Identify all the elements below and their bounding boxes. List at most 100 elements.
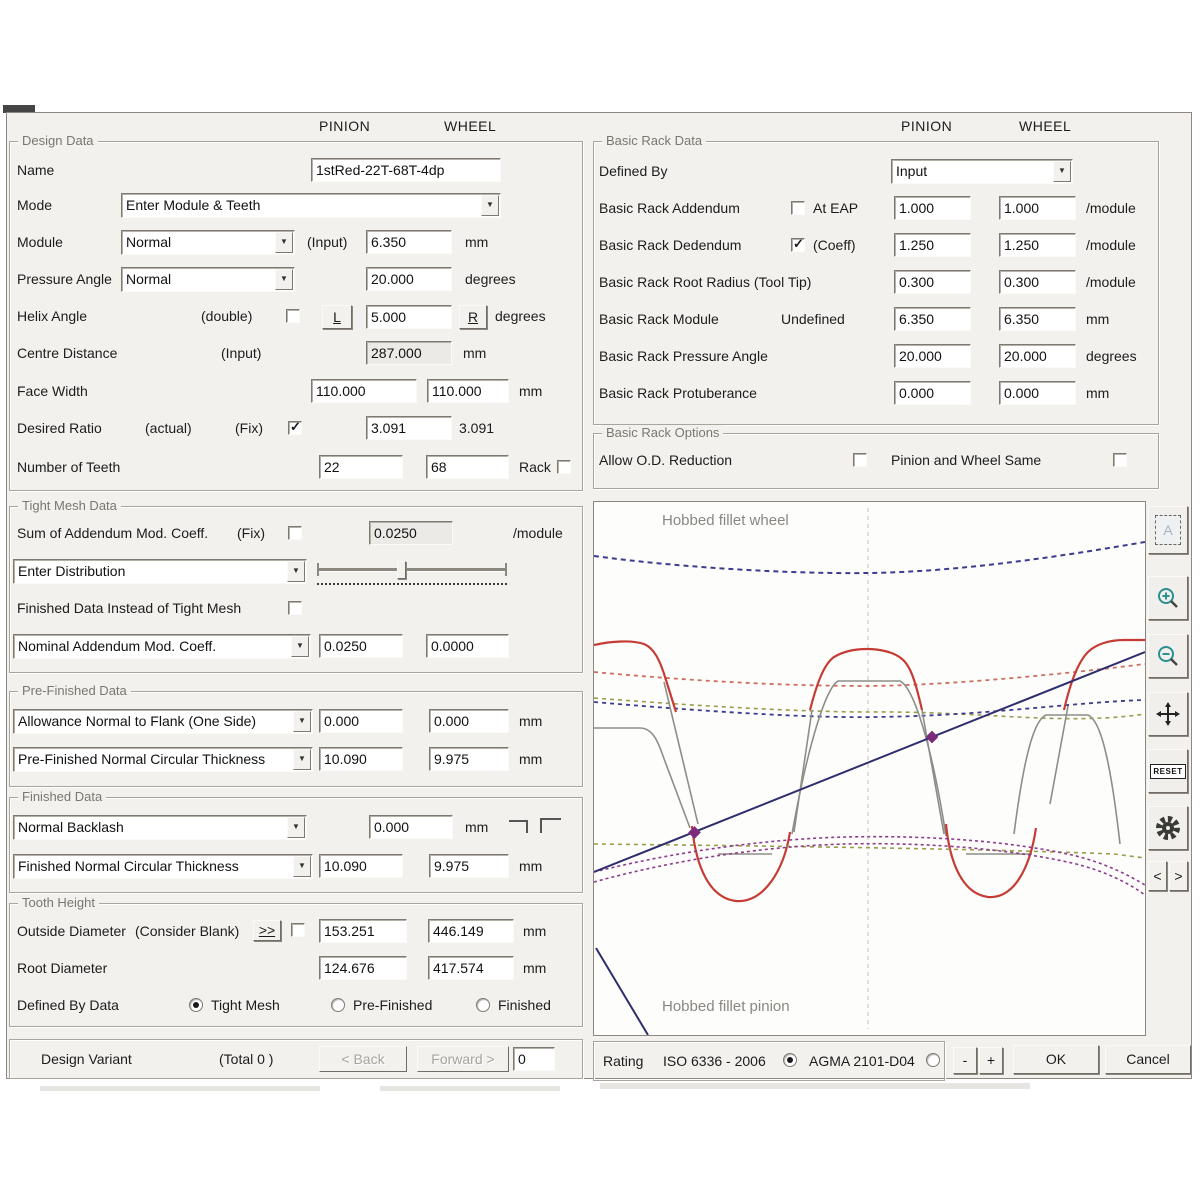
pre-finished-thickness-select[interactable]: Pre-Finished Normal Circular Thickness	[13, 747, 313, 772]
pre-finished-thickness-pinion-input[interactable]: 10.090	[319, 747, 403, 771]
chevron-down-icon[interactable]	[293, 856, 311, 877]
pressure-angle-select[interactable]: Normal	[121, 267, 295, 292]
gear-view-button[interactable]	[1148, 806, 1188, 850]
design-variant-input[interactable]: 0	[513, 1047, 555, 1071]
back-button[interactable]: < Back	[319, 1046, 407, 1072]
slider-thumb[interactable]	[396, 561, 406, 579]
backlash-input[interactable]: 0.000	[369, 815, 453, 839]
pinion-wheel-same-checkbox[interactable]	[1113, 453, 1127, 467]
sum-addendum-input[interactable]: 0.0250	[369, 521, 453, 545]
rack-module-pinion-input[interactable]: 6.350	[894, 307, 971, 331]
pre-finished-radio[interactable]	[331, 998, 345, 1012]
pinion-root-fillet-left	[690, 825, 792, 903]
chevron-down-icon[interactable]	[291, 636, 309, 657]
outside-diameter-wheel-input[interactable]: 446.149	[428, 919, 514, 943]
coeff-checkbox[interactable]	[791, 236, 805, 252]
finished-thickness-select[interactable]: Finished Normal Circular Thickness	[13, 854, 313, 879]
at-eap-checkbox[interactable]	[791, 201, 805, 215]
chevron-down-icon[interactable]	[293, 711, 311, 732]
plus-button[interactable]: +	[979, 1047, 1003, 1074]
root-diameter-wheel-input[interactable]: 417.574	[428, 956, 514, 980]
rack-addendum-pinion-input[interactable]: 1.000	[894, 196, 971, 220]
rack-root-radius-pinion-input[interactable]: 0.300	[894, 270, 971, 294]
rack-pressure-angle-wheel-input[interactable]: 20.000	[999, 344, 1076, 368]
chevron-down-icon[interactable]	[275, 232, 293, 253]
zoom-window-icon: A	[1155, 515, 1181, 545]
module-select[interactable]: Normal	[121, 230, 295, 255]
helix-left-button[interactable]: L	[322, 305, 352, 329]
nominal-addendum-pinion-input[interactable]: 0.0250	[319, 634, 403, 658]
agma-rating-radio[interactable]	[926, 1053, 940, 1067]
ok-button[interactable]: OK	[1013, 1045, 1099, 1074]
zoom-window-button[interactable]: A	[1148, 506, 1188, 554]
finished-radio[interactable]	[476, 998, 490, 1012]
tight-mesh-radio[interactable]	[189, 998, 203, 1012]
allowance-pinion-input[interactable]: 0.000	[319, 709, 403, 733]
finished-instead-checkbox[interactable]	[288, 601, 302, 615]
pressure-angle-input[interactable]: 20.000	[366, 267, 452, 291]
rack-root-radius-wheel-input[interactable]: 0.300	[999, 270, 1076, 294]
reset-view-button[interactable]: RESET	[1148, 749, 1188, 793]
desired-ratio-input[interactable]: 3.091	[366, 416, 452, 440]
rack-addendum-wheel-input[interactable]: 1.000	[999, 196, 1076, 220]
nominal-addendum-select[interactable]: Nominal Addendum Mod. Coeff.	[13, 634, 311, 659]
distribution-slider[interactable]	[317, 560, 507, 580]
cancel-button[interactable]: Cancel	[1105, 1045, 1191, 1074]
chevron-down-icon[interactable]	[293, 749, 311, 770]
allow-od-reduction-checkbox[interactable]	[853, 453, 867, 467]
pinion-reference-circle	[593, 699, 1146, 719]
face-width-unit: mm	[519, 383, 543, 399]
basic-rack-options-title: Basic Rack Options	[602, 425, 724, 440]
defined-by-data-label: Defined By Data	[17, 997, 119, 1013]
sum-addendum-fix-checkbox[interactable]	[288, 526, 302, 540]
rack-protuberance-pinion-input[interactable]: 0.000	[894, 381, 971, 405]
chevron-down-icon[interactable]	[287, 817, 305, 838]
minus-button[interactable]: -	[953, 1047, 977, 1074]
outside-diameter-expand-button[interactable]: >>	[253, 920, 281, 941]
allowance-wheel-input[interactable]: 0.000	[429, 709, 509, 733]
helix-angle-input[interactable]: 5.000	[366, 305, 452, 329]
root-diameter-pinion-input[interactable]: 124.676	[319, 956, 407, 980]
rack-dedendum-pinion-input[interactable]: 1.250	[894, 233, 971, 257]
chevron-down-icon[interactable]	[481, 195, 499, 216]
helix-right-button[interactable]: R	[459, 305, 487, 329]
outside-diameter-pinion-input[interactable]: 153.251	[319, 919, 407, 943]
teeth-wheel-input[interactable]: 68	[426, 455, 509, 479]
backlash-select[interactable]: Normal Backlash	[13, 815, 307, 840]
face-width-pinion-input[interactable]: 110.000	[311, 379, 417, 403]
face-width-wheel-input[interactable]: 110.000	[427, 379, 509, 403]
allowance-select[interactable]: Allowance Normal to Flank (One Side)	[13, 709, 313, 734]
rack-pressure-angle-pinion-input[interactable]: 20.000	[894, 344, 971, 368]
finished-thickness-pinion-input[interactable]: 10.090	[319, 854, 403, 878]
finished-thickness-wheel-input[interactable]: 9.975	[429, 854, 509, 878]
ghost-artifact	[380, 1086, 560, 1091]
module-input[interactable]: 6.350	[366, 230, 452, 254]
outside-diameter-label: Outside Diameter	[17, 923, 126, 939]
next-view-button[interactable]: >	[1169, 861, 1188, 891]
zoom-out-button[interactable]	[1148, 634, 1188, 678]
pan-button[interactable]	[1148, 692, 1188, 736]
defined-by-select[interactable]: Input	[891, 159, 1073, 184]
centre-distance-input[interactable]: 287.000	[366, 341, 452, 365]
pre-finished-thickness-wheel-input[interactable]: 9.975	[429, 747, 509, 771]
ratio-fix-checkbox[interactable]	[288, 419, 302, 435]
prev-view-button[interactable]: <	[1148, 861, 1167, 891]
rack-dedendum-wheel-input[interactable]: 1.250	[999, 233, 1076, 257]
chevron-down-icon[interactable]	[287, 561, 305, 582]
mode-select[interactable]: Enter Module & Teeth	[121, 193, 501, 218]
chevron-down-icon[interactable]	[1053, 161, 1071, 182]
outside-diameter-checkbox[interactable]	[291, 923, 305, 937]
forward-button[interactable]: Forward >	[417, 1046, 509, 1072]
rack-module-wheel-input[interactable]: 6.350	[999, 307, 1076, 331]
rack-checkbox[interactable]	[557, 460, 571, 474]
rack-protuberance-wheel-input[interactable]: 0.000	[999, 381, 1076, 405]
iso-rating-radio[interactable]	[783, 1053, 797, 1067]
name-input[interactable]: 1stRed-22T-68T-4dp	[311, 158, 501, 182]
nominal-addendum-wheel-input[interactable]: 0.0000	[426, 634, 509, 658]
chevron-down-icon[interactable]	[275, 269, 293, 290]
helix-double-checkbox[interactable]	[286, 309, 300, 323]
distribution-select[interactable]: Enter Distribution	[13, 559, 307, 584]
zoom-in-button[interactable]	[1148, 576, 1188, 620]
teeth-pinion-input[interactable]: 22	[319, 455, 403, 479]
tooth-profile-view[interactable]: Hobbed fillet wheel Hobbed fillet pinion	[593, 501, 1146, 1036]
